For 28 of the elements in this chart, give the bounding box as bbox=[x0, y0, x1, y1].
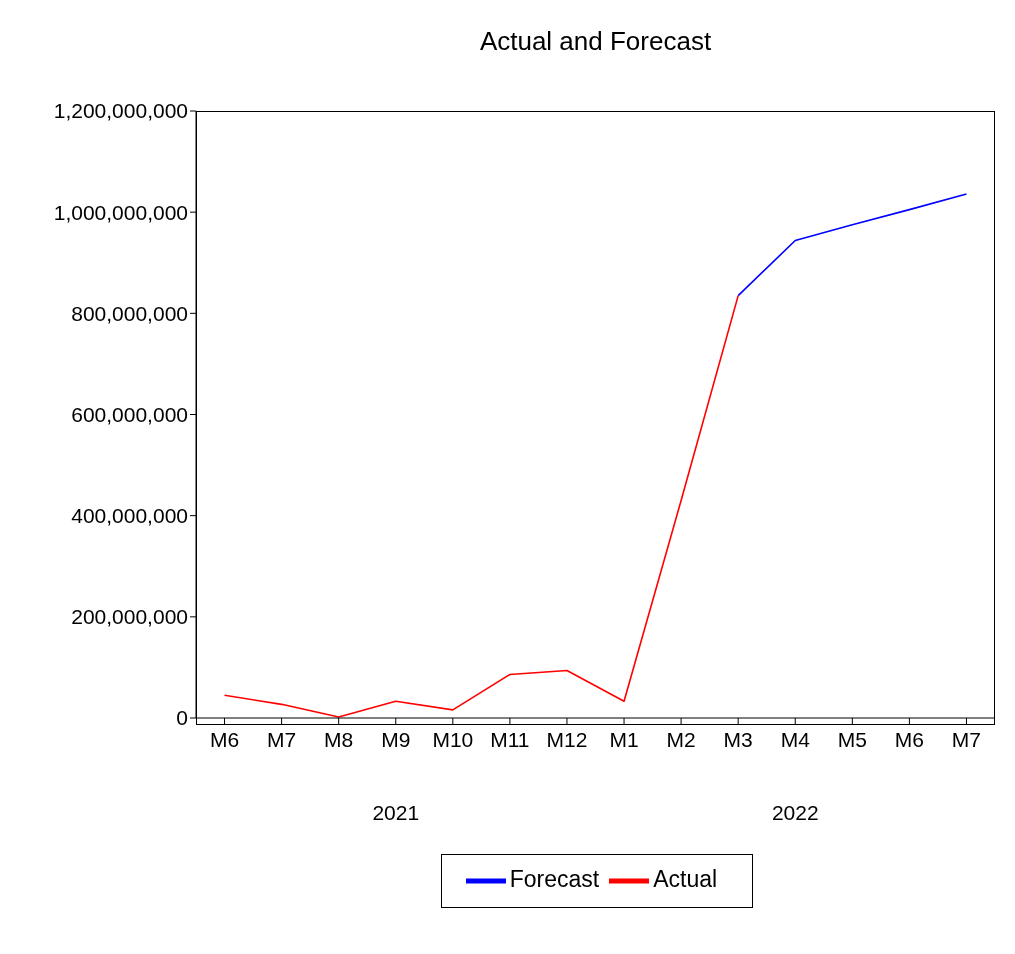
chart-title: Actual and Forecast bbox=[478, 26, 713, 57]
x-tick-label: M10 bbox=[432, 727, 474, 751]
x-tick-label: M12 bbox=[546, 727, 588, 751]
x-tick-label: M6 bbox=[894, 727, 924, 751]
x-tick-label: M4 bbox=[780, 727, 811, 751]
legend-label: Actual bbox=[653, 866, 718, 893]
x-tick-label: M7 bbox=[267, 727, 297, 751]
y-tick-label: 1,000,000,000 bbox=[53, 200, 188, 224]
x-tick-label: M1 bbox=[609, 727, 639, 751]
y-tick-label: 800,000,000 bbox=[71, 301, 188, 325]
x-tick-label: M2 bbox=[666, 727, 696, 751]
y-tick-label: 400,000,000 bbox=[71, 504, 188, 528]
legend-label: Forecast bbox=[509, 866, 600, 893]
x-tick-label: M8 bbox=[324, 727, 354, 751]
line-series bbox=[737, 193, 968, 297]
x-tick-label: M7 bbox=[951, 727, 982, 751]
text: 2022 bbox=[770, 801, 820, 825]
y-tick-label: 200,000,000 bbox=[71, 605, 188, 629]
line-series bbox=[223, 294, 739, 718]
y-tick-label: 600,000,000 bbox=[71, 402, 188, 426]
x-tick-label: M3 bbox=[723, 727, 753, 751]
x-tick-label: M11 bbox=[490, 727, 530, 751]
x-tick-label: M9 bbox=[381, 727, 411, 751]
text: 2021 bbox=[371, 801, 421, 825]
x-tick-label: M5 bbox=[837, 727, 867, 751]
x-tick-label: M6 bbox=[209, 727, 240, 751]
y-tick-label: 0 bbox=[176, 706, 188, 730]
y-tick-label: 1,200,000,000 bbox=[53, 99, 188, 123]
